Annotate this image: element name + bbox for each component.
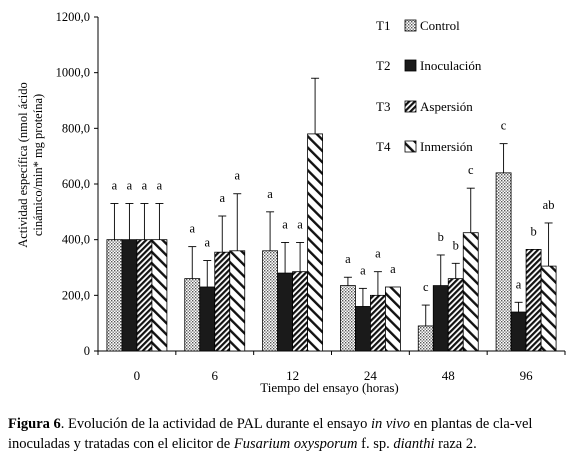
significance-letter: a	[375, 247, 381, 261]
chart-error-bars	[110, 77, 553, 326]
significance-letter: c	[423, 280, 429, 294]
significance-letter: a	[142, 178, 148, 192]
x-tick-label: 6	[212, 368, 219, 383]
significance-letter: a	[345, 252, 351, 266]
legend-label: Aspersión	[420, 99, 473, 114]
bar-chart: 0 200,0 400,0 600,0 800,0 1000,0 1200,0 0 6 12 24 4…	[16, 10, 566, 395]
legend-swatch	[404, 100, 417, 113]
caption-label: Figura 6	[8, 416, 61, 432]
legend-swatch	[404, 19, 417, 32]
bar-t1	[262, 250, 278, 352]
bar-t3	[214, 251, 231, 352]
significance-letter: b	[438, 230, 444, 244]
bar-t2	[199, 286, 216, 352]
bar-t2	[355, 306, 371, 352]
significance-letter: a	[112, 178, 118, 192]
x-tick-label: 12	[286, 368, 299, 383]
x-tick-label: 96	[520, 368, 534, 383]
significance-letter: a	[390, 262, 396, 276]
significance-letter: a	[267, 187, 273, 201]
legend-code: T4	[376, 139, 391, 154]
significance-letter: c	[501, 119, 507, 133]
legend-code: T2	[376, 58, 390, 73]
bar-t2	[121, 239, 138, 352]
legend-label: Control	[420, 18, 460, 33]
bar-t1	[417, 325, 434, 352]
y-tick-label: 0	[84, 344, 90, 358]
bar-t3	[292, 271, 308, 352]
bar-t4	[385, 286, 401, 352]
legend-label: Inmersión	[420, 139, 473, 154]
caption-text-4: raza 2.	[434, 436, 477, 452]
significance-letter: a	[219, 191, 225, 205]
bar-t3	[136, 239, 153, 352]
caption-italic-2: Fusarium oxysporum	[233, 436, 358, 452]
legend-label: Inoculación	[420, 58, 482, 73]
bar-t4	[229, 250, 246, 352]
bar-t2	[510, 311, 527, 352]
y-tick-label: 800,0	[62, 121, 90, 135]
significance-letter: b	[530, 224, 536, 238]
significance-letter: a	[516, 277, 522, 291]
bar-t1	[495, 172, 512, 352]
y-tick-label: 400,0	[62, 233, 90, 247]
figure-caption: Figura 6. Evolución de la actividad de P…	[8, 414, 574, 454]
significance-letter: a	[282, 217, 288, 231]
y-tick-label: 1000,0	[56, 66, 90, 80]
legend-swatch	[404, 140, 417, 153]
bar-t4	[540, 265, 557, 352]
y-tick-label: 1200,0	[56, 10, 90, 24]
significance-letter: b	[453, 238, 459, 252]
significance-letter: a	[204, 236, 210, 250]
bar-t2	[432, 285, 449, 352]
significance-letter: a	[360, 263, 366, 277]
significance-letter: a	[297, 217, 303, 231]
bar-t2	[277, 272, 293, 352]
x-tick-label: 48	[442, 368, 455, 383]
bar-t4	[307, 133, 323, 352]
bar-t3	[447, 278, 464, 352]
caption-text-3: f. sp.	[357, 436, 394, 452]
chart-bars	[106, 133, 557, 352]
significance-letter: ab	[543, 198, 555, 212]
caption-italic-3: dianthi	[393, 436, 435, 452]
chart-axes: 0 200,0 400,0 600,0 800,0 1000,0 1200,0 0 6 12 24 4…	[16, 10, 566, 395]
bar-t1	[106, 239, 123, 352]
y-tick-label: 600,0	[62, 177, 90, 191]
x-axis-title: Tiempo del ensayo (horas)	[260, 380, 399, 395]
x-tick-label: 0	[134, 368, 141, 383]
significance-letter: a	[189, 222, 195, 236]
y-axis-title: Actividad específica (nmol ácido	[16, 82, 30, 248]
chart-legend: T1 Control T2 Inoculación T3 Aspersión T4 Inmer…	[376, 18, 482, 154]
legend-code: T3	[376, 99, 390, 114]
significance-letter: a	[127, 178, 133, 192]
bar-t4	[151, 239, 168, 352]
caption-italic-1: in vivo	[370, 416, 411, 432]
bar-t3	[525, 249, 542, 352]
caption-text-2: en plantas de cla-vel inoculadas y trata…	[8, 416, 533, 452]
y-tick-label: 200,0	[62, 288, 90, 302]
legend-swatch	[404, 59, 417, 72]
bar-t1	[184, 278, 201, 352]
significance-letter: a	[234, 169, 240, 183]
bar-t1	[340, 285, 356, 352]
y-axis-title: cinámico/min* mg proteína)	[31, 94, 45, 236]
bar-t3	[370, 294, 386, 352]
x-tick-label: 24	[364, 368, 378, 383]
significance-letter: a	[157, 178, 163, 192]
legend-code: T1	[376, 18, 390, 33]
significance-letter: c	[468, 163, 474, 177]
bar-t4	[462, 232, 479, 352]
caption-text-1: . Evolución de la actividad de PAL duran…	[60, 416, 371, 432]
